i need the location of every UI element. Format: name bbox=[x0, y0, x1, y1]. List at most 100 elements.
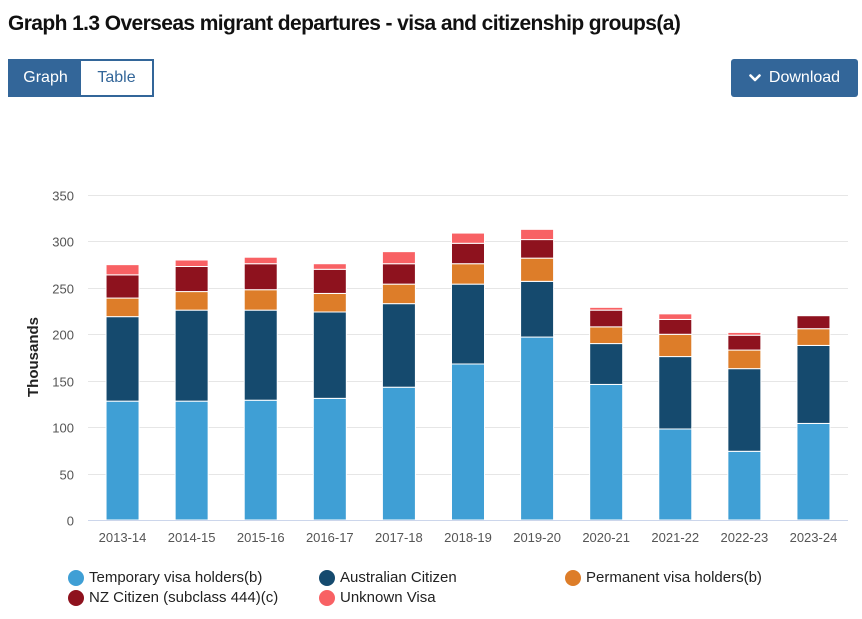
y-tick-label: 50 bbox=[60, 468, 74, 483]
bar-segment[interactable] bbox=[381, 386, 416, 521]
bar-segment[interactable] bbox=[243, 309, 278, 401]
bar-segment[interactable] bbox=[658, 313, 693, 320]
bar-segment[interactable] bbox=[105, 274, 140, 299]
legend-item[interactable]: Permanent visa holders(b) bbox=[565, 569, 762, 586]
bar-segment[interactable] bbox=[589, 343, 624, 385]
bar-segment[interactable] bbox=[520, 228, 555, 241]
y-tick-label: 100 bbox=[52, 421, 74, 436]
tab-graph[interactable]: Graph bbox=[10, 61, 81, 95]
bar-segment[interactable] bbox=[243, 263, 278, 291]
x-tick-label: 2013-14 bbox=[99, 530, 147, 545]
bar-segment[interactable] bbox=[243, 399, 278, 521]
bar-segment[interactable] bbox=[451, 263, 485, 285]
legend-label: Australian Citizen bbox=[340, 569, 457, 586]
bar-segment[interactable] bbox=[520, 280, 555, 338]
page-title: Graph 1.3 Overseas migrant departures - … bbox=[8, 12, 681, 35]
x-tick-label: 2023-24 bbox=[790, 530, 838, 545]
y-axis-label: Thousands bbox=[25, 317, 42, 397]
bar-segment[interactable] bbox=[727, 368, 762, 452]
y-tick-label: 200 bbox=[52, 328, 74, 343]
bar-segment[interactable] bbox=[589, 383, 624, 521]
bar-segment[interactable] bbox=[381, 263, 416, 285]
y-tick-label: 150 bbox=[52, 375, 74, 390]
bar-stack-2016-17[interactable] bbox=[312, 263, 347, 521]
y-tick-label: 300 bbox=[52, 235, 74, 250]
bar-stack-2017-18[interactable] bbox=[381, 251, 416, 521]
bar-segment[interactable] bbox=[312, 397, 347, 521]
tab-table[interactable]: Table bbox=[81, 61, 152, 95]
bar-segment[interactable] bbox=[727, 334, 762, 351]
download-label: Download bbox=[768, 69, 841, 86]
bar-segment[interactable] bbox=[796, 344, 831, 424]
bar-segment[interactable] bbox=[174, 309, 209, 402]
bar-stack-2021-22[interactable] bbox=[658, 313, 693, 521]
bar-segment[interactable] bbox=[174, 400, 209, 521]
bar-segment[interactable] bbox=[727, 450, 762, 521]
bar-segment[interactable] bbox=[381, 303, 416, 388]
bar-segment[interactable] bbox=[174, 266, 209, 293]
bar-segment[interactable] bbox=[658, 318, 693, 335]
bar-segment[interactable] bbox=[520, 336, 555, 521]
x-tick-label: 2014-15 bbox=[168, 530, 216, 545]
bar-stack-2023-24[interactable] bbox=[796, 315, 831, 521]
bar-segment[interactable] bbox=[589, 306, 624, 311]
view-toggle: Graph Table bbox=[8, 59, 154, 97]
bar-segment[interactable] bbox=[658, 333, 693, 358]
x-tick-label: 2019-20 bbox=[513, 530, 561, 545]
bar-stack-2013-14[interactable] bbox=[105, 264, 140, 521]
bar-segment[interactable] bbox=[105, 316, 140, 402]
bar-segment[interactable] bbox=[105, 264, 140, 276]
bar-segment[interactable] bbox=[727, 349, 762, 370]
bar-segment[interactable] bbox=[105, 297, 140, 318]
download-button[interactable]: Download bbox=[731, 59, 858, 97]
x-axis-ticks: 2013-14 2014-15 2015-16 2016-17 2017-18 2018-… bbox=[99, 530, 838, 545]
bar-segment[interactable] bbox=[451, 363, 485, 521]
bar-segment[interactable] bbox=[312, 268, 347, 294]
bar-segment[interactable] bbox=[243, 289, 278, 311]
bar-segment[interactable] bbox=[451, 242, 485, 265]
y-axis-ticks: 0 50 100 150 200 250 300 350 bbox=[52, 189, 74, 529]
bar-segment[interactable] bbox=[658, 428, 693, 521]
bar-segment[interactable] bbox=[381, 283, 416, 305]
bar-segment[interactable] bbox=[174, 291, 209, 311]
chevron-down-icon bbox=[749, 74, 761, 82]
bar-segment[interactable] bbox=[174, 259, 209, 267]
bar-segment[interactable] bbox=[520, 239, 555, 259]
bar-segment[interactable] bbox=[589, 326, 624, 345]
legend-item[interactable]: Temporary visa holders(b) bbox=[68, 569, 262, 586]
legend-item[interactable]: NZ Citizen (subclass 444)(c) bbox=[68, 589, 278, 606]
legend-label: NZ Citizen (subclass 444)(c) bbox=[89, 589, 279, 606]
bar-segment[interactable] bbox=[796, 315, 831, 330]
legend-dot-icon bbox=[565, 569, 581, 586]
x-tick-label: 2020-21 bbox=[582, 530, 630, 545]
legend-item[interactable]: Australian Citizen bbox=[319, 569, 457, 586]
legend-label: Permanent visa holders(b) bbox=[586, 569, 762, 586]
bar-stack-2022-23[interactable] bbox=[727, 331, 762, 521]
legend-label: Temporary visa holders(b) bbox=[89, 569, 263, 586]
bar-segment[interactable] bbox=[796, 422, 831, 521]
y-tick-label: 350 bbox=[52, 189, 74, 204]
bar-segment[interactable] bbox=[658, 356, 693, 430]
bar-segment[interactable] bbox=[312, 292, 347, 313]
legend-item[interactable]: Unknown Visa bbox=[319, 589, 436, 606]
bar-segment[interactable] bbox=[105, 400, 140, 521]
bar-segment[interactable] bbox=[796, 328, 831, 346]
bar-segment[interactable] bbox=[727, 331, 762, 336]
bar-stack-2019-20[interactable] bbox=[520, 228, 555, 521]
bar-segment[interactable] bbox=[451, 232, 485, 244]
legend-dot-icon bbox=[319, 589, 335, 606]
legend-label: Unknown Visa bbox=[340, 589, 436, 606]
bar-segment[interactable] bbox=[520, 257, 555, 282]
legend-dot-icon bbox=[68, 569, 84, 586]
bar-segment[interactable] bbox=[589, 309, 624, 328]
bar-segment[interactable] bbox=[381, 251, 416, 265]
bar-stack-2014-15[interactable] bbox=[174, 259, 209, 521]
bar-stack-2015-16[interactable] bbox=[243, 256, 278, 521]
bar-stack-2020-21[interactable] bbox=[589, 306, 624, 521]
bar-segment[interactable] bbox=[312, 263, 347, 270]
bar-stack-2018-19[interactable] bbox=[451, 232, 485, 521]
bar-segment[interactable] bbox=[243, 256, 278, 265]
bar-segment[interactable] bbox=[451, 283, 485, 365]
bar-segment[interactable] bbox=[312, 311, 347, 399]
